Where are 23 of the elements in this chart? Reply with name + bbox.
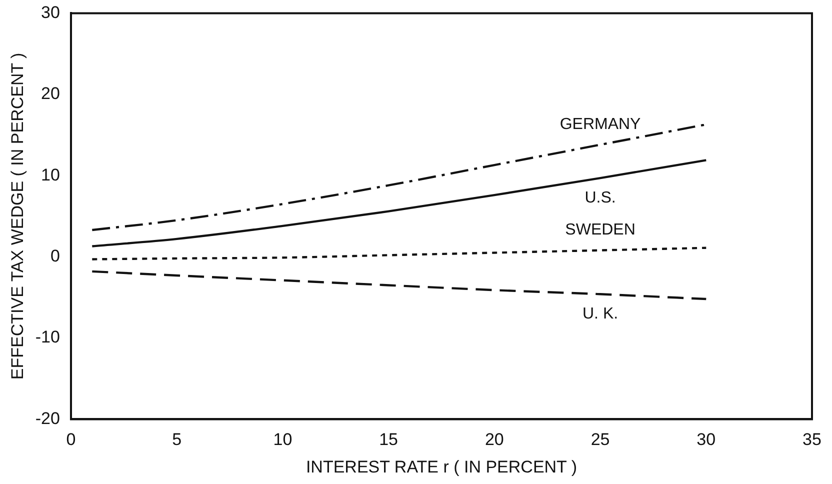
y-tick-label: 0 [50,246,60,266]
x-axis-title: INTEREST RATE r ( IN PERCENT ) [306,457,578,476]
line-series [91,246,708,260]
x-tick-label: 30 [696,430,716,450]
x-tick-label: 5 [172,430,182,450]
x-tick-label: 35 [802,430,822,450]
x-tick-label: 25 [590,430,610,450]
x-tick-label: 15 [379,430,398,450]
y-tick-label: 10 [41,165,60,184]
series-label: U.S. [584,189,616,206]
y-tick-label: -10 [35,328,60,347]
series-label: SWEDEN [565,222,636,239]
y-tick-label: -20 [35,408,60,428]
x-tick-label: 0 [66,430,76,450]
y-tick-label: 20 [41,84,60,104]
y-axis-title: EFFECTIVE TAX WEDGE ( IN PERCENT ) [8,52,27,380]
series-label: GERMANY [560,116,642,134]
x-tick-label: 10 [273,430,292,450]
line-series [91,159,708,248]
series-label: U. K. [582,306,618,323]
line-series [91,270,708,300]
y-tick-label: 30 [41,2,60,22]
x-tick-label: 20 [484,430,504,450]
